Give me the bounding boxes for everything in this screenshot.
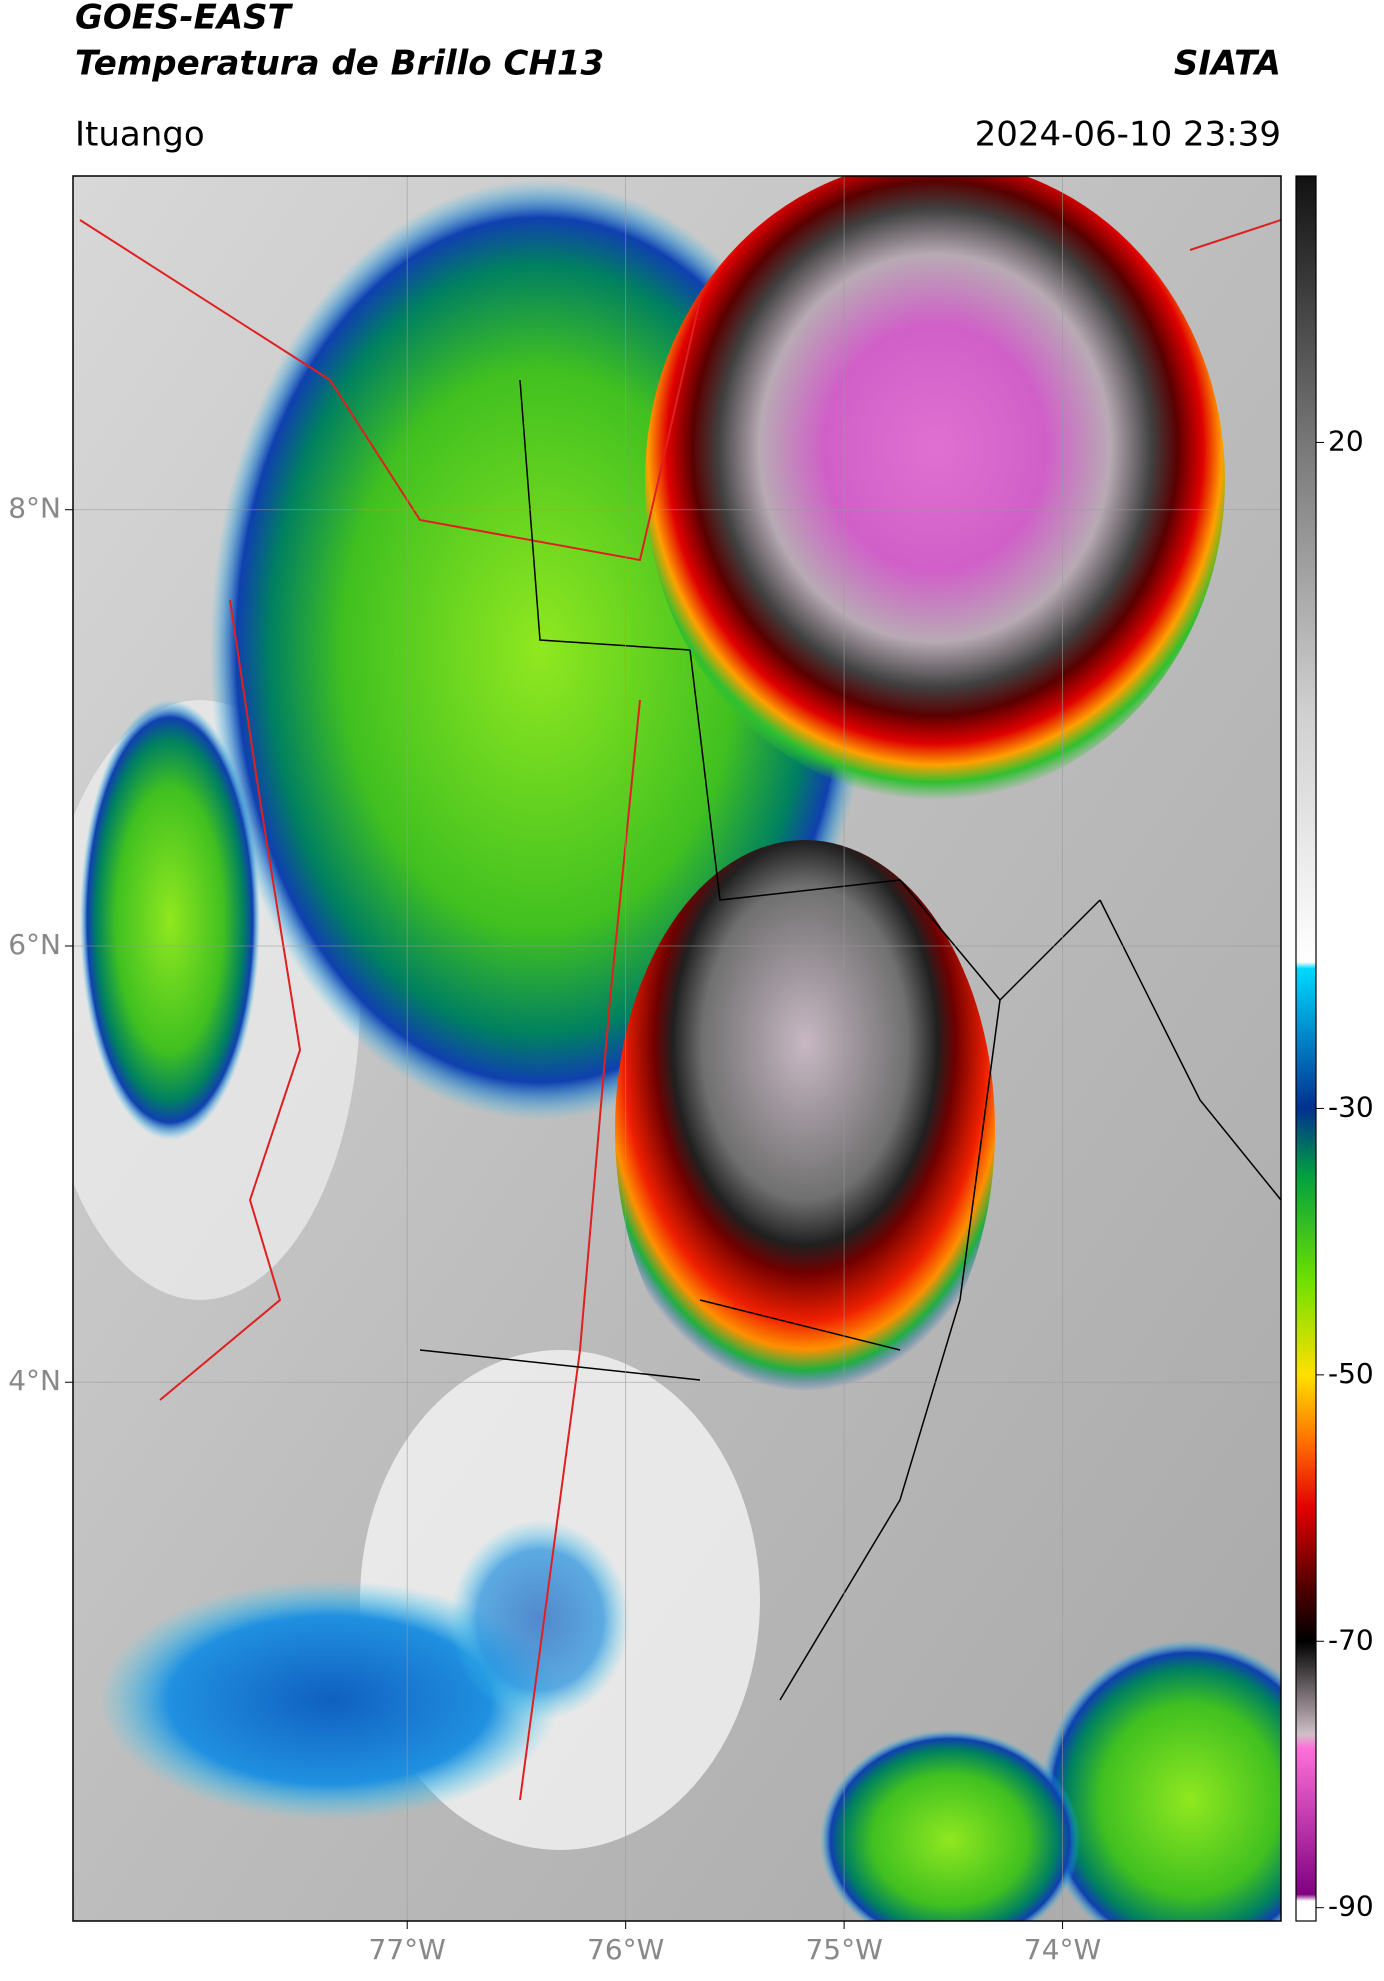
lon-tick-label: 75°W xyxy=(805,1933,882,1966)
location: Ituango xyxy=(75,115,205,155)
colorbar-tick-label: 20 xyxy=(1328,424,1364,457)
lon-tick-label: 77°W xyxy=(369,1933,446,1966)
lat-tick-label: 6°N xyxy=(8,928,61,961)
colorbar-tick-label: -30 xyxy=(1328,1090,1374,1123)
subtitle: Temperatura de Brillo CH13 xyxy=(75,44,604,84)
lat-tick-label: 8°N xyxy=(8,492,61,525)
satellite-image xyxy=(73,176,1281,1921)
colorbar-tick-label: -70 xyxy=(1328,1623,1374,1656)
lon-tick-label: 74°W xyxy=(1024,1933,1101,1966)
map-frame xyxy=(72,175,1282,1922)
graticule xyxy=(73,176,1281,1921)
title: GOES-EAST xyxy=(75,0,294,38)
colorbar-tick-label: -50 xyxy=(1328,1357,1374,1390)
colorbar xyxy=(1295,175,1317,1922)
source: SIATA xyxy=(1174,44,1281,84)
lat-tick-label: 4°N xyxy=(8,1364,61,1397)
lon-tick-label: 76°W xyxy=(587,1933,664,1966)
colorbar-tick-label: -90 xyxy=(1328,1890,1374,1923)
datetime: 2024-06-10 23:39 xyxy=(975,115,1281,155)
